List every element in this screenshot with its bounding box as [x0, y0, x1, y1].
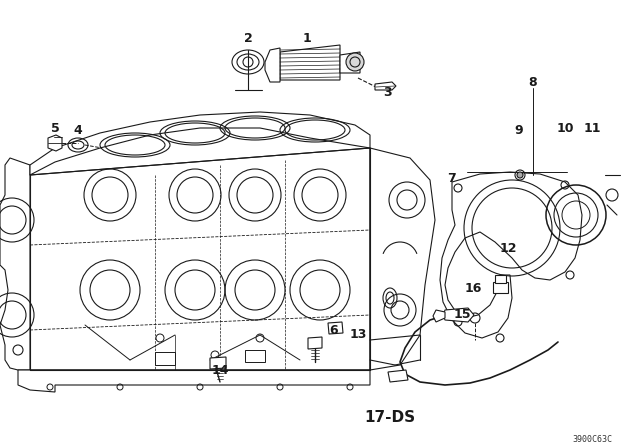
Text: 12: 12 [499, 241, 516, 254]
Text: 9: 9 [515, 124, 524, 137]
Polygon shape [280, 45, 340, 80]
Text: 11: 11 [583, 121, 601, 134]
Text: 17-DS: 17-DS [364, 410, 415, 426]
Polygon shape [340, 52, 360, 73]
Text: 7: 7 [447, 172, 456, 185]
Text: 13: 13 [349, 328, 367, 341]
Text: 3: 3 [384, 86, 392, 99]
Polygon shape [210, 357, 226, 369]
Text: 16: 16 [464, 281, 482, 294]
Polygon shape [0, 158, 30, 370]
Polygon shape [30, 112, 370, 175]
Text: 5: 5 [51, 121, 60, 134]
Text: 4: 4 [74, 124, 83, 137]
Text: 15: 15 [453, 309, 471, 322]
Polygon shape [18, 370, 370, 392]
Polygon shape [433, 310, 445, 322]
Text: 8: 8 [529, 76, 538, 89]
Polygon shape [443, 308, 474, 322]
Circle shape [346, 53, 364, 71]
Polygon shape [370, 148, 435, 370]
Polygon shape [375, 82, 396, 90]
Circle shape [517, 172, 523, 178]
Polygon shape [493, 282, 508, 293]
Text: 2: 2 [244, 31, 252, 44]
Polygon shape [440, 172, 582, 338]
Polygon shape [30, 148, 370, 370]
Polygon shape [245, 350, 265, 362]
Polygon shape [388, 370, 408, 382]
Text: 6: 6 [330, 323, 339, 336]
Polygon shape [328, 322, 343, 334]
Text: 10: 10 [556, 121, 573, 134]
Text: 1: 1 [303, 31, 312, 44]
Text: 3900C63C: 3900C63C [572, 435, 612, 444]
Polygon shape [48, 135, 62, 151]
Polygon shape [265, 48, 280, 82]
Text: 14: 14 [211, 363, 228, 376]
Polygon shape [308, 337, 322, 349]
Polygon shape [495, 275, 506, 283]
Polygon shape [155, 352, 175, 365]
